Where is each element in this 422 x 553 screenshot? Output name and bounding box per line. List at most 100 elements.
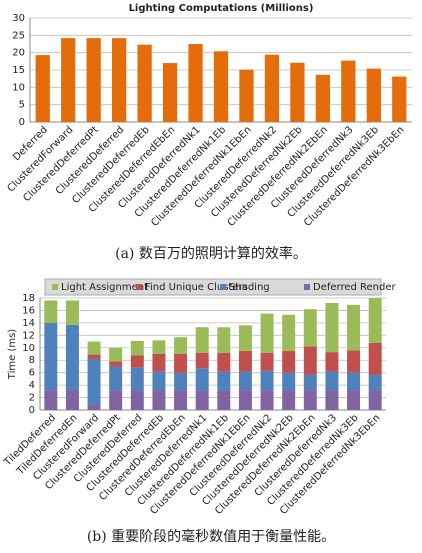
- legend-swatch: [220, 284, 226, 290]
- bar-segment: [174, 390, 188, 410]
- bar-segment: [217, 390, 231, 410]
- bar-segment: [303, 390, 317, 410]
- bar-segment: [347, 372, 361, 391]
- bar-segment: [282, 350, 296, 373]
- bar-segment: [217, 327, 231, 353]
- bar: [392, 76, 407, 122]
- y-tick-label: 30: [12, 13, 25, 24]
- bar-segment: [152, 390, 166, 410]
- bar-segment: [260, 390, 274, 410]
- bar-segment: [174, 372, 188, 391]
- bar-segment: [65, 300, 79, 325]
- bar-segment: [325, 352, 339, 372]
- bar-segment: [368, 342, 382, 375]
- bar-segment: [195, 352, 209, 369]
- bar-segment: [130, 367, 144, 391]
- y-tick-label: 6: [29, 368, 35, 379]
- bar-segment: [368, 374, 382, 391]
- bar-segment: [282, 390, 296, 410]
- y-tick-label: 15: [12, 65, 25, 76]
- y-tick-label: 2: [29, 393, 35, 404]
- bar: [112, 38, 127, 122]
- bar-segment: [44, 322, 58, 391]
- y-tick-label: 20: [12, 48, 25, 59]
- y-tick-label: 25: [12, 30, 25, 41]
- bar-segment: [260, 313, 274, 353]
- bar-segment: [217, 371, 231, 391]
- bar-segment: [174, 354, 188, 373]
- bar: [341, 60, 356, 122]
- bar-segment: [87, 341, 101, 355]
- bar-segment: [130, 390, 144, 410]
- legend-label: Deferred Render: [313, 282, 397, 293]
- bar-segment: [368, 390, 382, 410]
- bar: [290, 62, 305, 122]
- bar-segment: [238, 350, 252, 372]
- legend-swatch: [136, 284, 142, 290]
- y-tick-label: 8: [29, 355, 35, 366]
- bar: [366, 68, 381, 122]
- bar-segment: [87, 358, 101, 406]
- bar: [264, 54, 280, 122]
- caption: (a) 数百万的照明计算的效率。: [115, 245, 307, 262]
- bar: [61, 38, 76, 122]
- bar-segment: [325, 371, 339, 391]
- bar-segment: [368, 298, 382, 343]
- y-tick-label: 4: [29, 380, 35, 391]
- bar-segment: [195, 327, 209, 353]
- bar-segment: [238, 390, 252, 410]
- bar-segment: [282, 372, 296, 391]
- y-tick-label: 10: [22, 343, 35, 354]
- bar-segment: [152, 340, 166, 354]
- bar-segment: [109, 347, 123, 362]
- caption: (b) 重要阶段的毫秒数值用于衡量性能。: [87, 528, 335, 545]
- bar-segment: [65, 390, 79, 410]
- y-tick-label: 18: [22, 293, 35, 304]
- y-tick-label: 12: [22, 330, 35, 341]
- bar: [35, 55, 50, 122]
- y-axis-label: Time (ms): [7, 329, 18, 381]
- bar: [162, 63, 178, 122]
- bar-segment: [65, 324, 79, 391]
- bar-segment: [303, 374, 317, 391]
- bar-segment: [109, 361, 123, 367]
- bar-segment: [325, 390, 339, 410]
- bar-segment: [303, 309, 317, 347]
- bar-segment: [195, 368, 209, 391]
- bar: [239, 69, 254, 122]
- legend-label: Find Unique Clusters: [145, 282, 248, 293]
- bar-segment: [44, 300, 58, 323]
- bar-segment: [152, 354, 166, 372]
- bar-segment: [130, 340, 144, 356]
- bar-segment: [347, 390, 361, 410]
- bar: [137, 44, 152, 123]
- bar-segment: [260, 352, 274, 371]
- bar-segment: [217, 352, 231, 372]
- legend-box: [44, 278, 382, 296]
- bar-segment: [109, 390, 123, 410]
- y-tick-label: 10: [12, 82, 25, 93]
- bar: [188, 44, 203, 122]
- bar: [213, 51, 229, 122]
- bar-segment: [347, 350, 361, 373]
- legend-label: Light Assignment: [61, 282, 148, 293]
- bar: [315, 74, 330, 122]
- y-tick-label: 5: [19, 100, 25, 111]
- bar-segment: [130, 355, 144, 368]
- bar-segment: [325, 302, 339, 353]
- bar-segment: [303, 346, 317, 375]
- y-tick-label: 0: [29, 405, 35, 416]
- bar-segment: [109, 366, 123, 391]
- bar-segment: [282, 314, 296, 351]
- bar-segment: [87, 405, 101, 410]
- bar-segment: [87, 354, 101, 359]
- y-tick-label: 14: [22, 318, 35, 329]
- legend-label: Shading: [229, 282, 270, 293]
- bar-segment: [238, 325, 252, 351]
- bar-segment: [44, 390, 58, 410]
- bar-segment: [174, 337, 188, 354]
- bar-segment: [152, 371, 166, 391]
- y-tick-label: 0: [19, 117, 25, 128]
